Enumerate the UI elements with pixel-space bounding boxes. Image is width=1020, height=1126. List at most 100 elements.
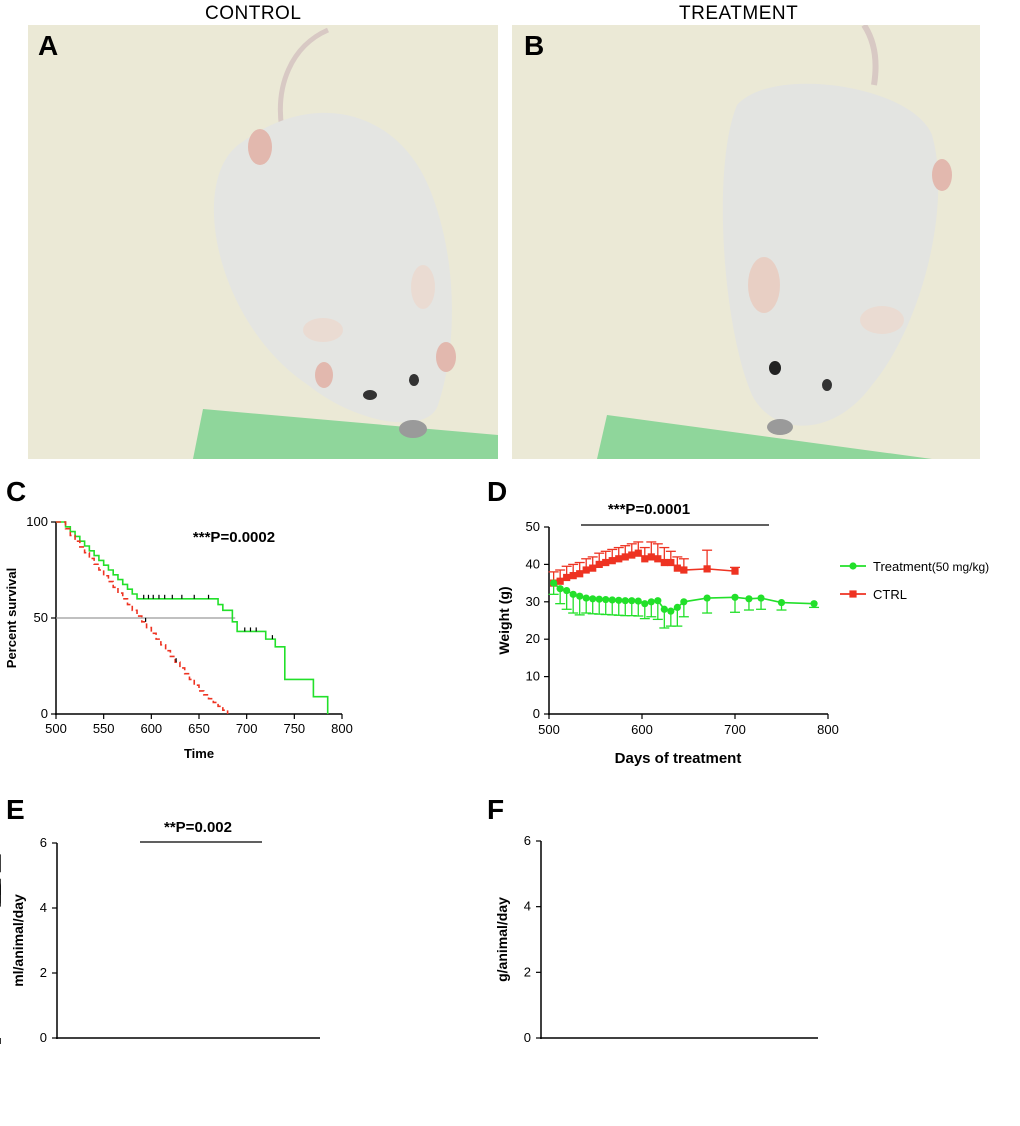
panel-b-letter: B (524, 30, 545, 61)
data-point (602, 558, 610, 567)
data-point (615, 596, 623, 604)
panel-f-letter: F (487, 794, 505, 825)
x-tick-label: 750 (283, 721, 305, 736)
x-tick-label: 500 (45, 721, 67, 736)
data-point (680, 598, 688, 606)
panel-a-letter: A (38, 30, 59, 61)
control-mouse-photo: A (28, 25, 498, 459)
data-point (582, 566, 590, 574)
treatment-mouse-photo: B (512, 25, 980, 459)
y-tick-label: 6 (524, 833, 531, 848)
data-point (731, 593, 739, 601)
data-point (563, 586, 571, 595)
data-point (582, 594, 590, 602)
data-point (667, 607, 675, 615)
data-point (563, 573, 571, 582)
legend-marker (849, 562, 857, 570)
data-point (589, 595, 597, 603)
x-axis-label: Days of treatment (615, 750, 742, 767)
data-point (556, 585, 564, 593)
data-point (602, 595, 610, 604)
panel-b-title: TREATMENT (679, 3, 799, 24)
legend-marker (849, 590, 857, 598)
panel-d-letter: D (487, 476, 508, 507)
data-point (757, 594, 765, 602)
y-axis-label: g/animal/day (494, 897, 510, 982)
panel-c-letter: C (6, 476, 27, 507)
data-point (589, 564, 597, 572)
x-tick-label: 600 (631, 722, 653, 737)
y-tick-label: 50 (526, 519, 540, 534)
legend-label: Treatment(50 mg/kg) (873, 559, 989, 574)
data-point (654, 555, 662, 563)
survival-chart: 500 550 600 650 700 750 800 0 50 100 Time Percent s… (4, 514, 353, 761)
data-point (703, 594, 711, 602)
p-value-annotation: **P=0.002 (164, 819, 232, 836)
data-point (654, 597, 662, 605)
data-point (647, 598, 655, 606)
data-point (608, 596, 616, 604)
data-point (628, 597, 636, 605)
legend-label: CTRL (873, 587, 907, 602)
x-tick-label: 700 (236, 721, 258, 736)
data-point (634, 549, 642, 557)
survival-curve-red (56, 521, 229, 714)
data-point (615, 555, 623, 563)
y-tick-label: 2 (40, 965, 47, 980)
data-point (621, 553, 629, 561)
legend-label-dose: (50 mg/kg) (932, 560, 989, 574)
data-point (731, 567, 739, 575)
y-axis-label: Weight (g) (496, 586, 512, 654)
data-point (673, 564, 681, 572)
x-tick-label: 700 (724, 722, 746, 737)
data-point (703, 565, 711, 573)
data-point (608, 557, 616, 565)
data-point (673, 603, 681, 612)
p-value-annotation: ***P=0.0001 (608, 501, 690, 518)
weight-chart: 500 600 700 800 0 10 20 30 40 50 Days of treatment… (496, 501, 989, 767)
y-tick-label: 40 (526, 556, 540, 571)
data-point (550, 579, 558, 587)
data-point (660, 558, 668, 567)
y-tick-label: 6 (40, 835, 47, 850)
p-value-annotation: ***P=0.0002 (193, 529, 275, 546)
x-axis-label: Time (184, 746, 214, 761)
control-mouse-illustration (28, 25, 498, 459)
y-tick-label: 0 (41, 706, 48, 721)
data-point (576, 592, 584, 600)
x-tick-label: 800 (331, 721, 353, 736)
panel-a-title: CONTROL (205, 3, 302, 24)
data-point (628, 551, 636, 559)
y-tick-label: 0 (533, 706, 540, 721)
data-point (556, 577, 564, 585)
data-point (777, 598, 786, 607)
x-tick-label: 500 (538, 722, 560, 737)
y-axis-label: ml/animal/day (10, 894, 26, 987)
data-point (647, 553, 655, 561)
x-tick-label: 550 (93, 721, 115, 736)
y-tick-label: 0 (524, 1030, 531, 1045)
y-tick-label: 0 (40, 1030, 47, 1045)
data-point (667, 558, 675, 567)
y-tick-label: 50 (34, 610, 48, 625)
data-point (745, 595, 753, 603)
y-tick-label: 20 (526, 631, 540, 646)
y-tick-label: 100 (26, 514, 48, 529)
treatment-mouse-illustration (512, 25, 980, 459)
x-tick-label: 650 (188, 721, 210, 736)
data-point (680, 566, 688, 574)
data-point (621, 597, 629, 605)
x-tick-label: 600 (140, 721, 162, 736)
y-tick-label: 2 (524, 964, 531, 979)
y-tick-label: 30 (526, 594, 540, 609)
data-point (576, 570, 584, 578)
data-point (595, 595, 603, 603)
data-point (569, 590, 577, 598)
data-point (634, 597, 642, 605)
data-point (810, 600, 818, 608)
y-tick-label: 10 (526, 669, 540, 684)
data-point (595, 560, 603, 568)
